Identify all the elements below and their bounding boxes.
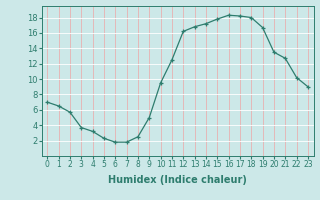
X-axis label: Humidex (Indice chaleur): Humidex (Indice chaleur) bbox=[108, 175, 247, 185]
